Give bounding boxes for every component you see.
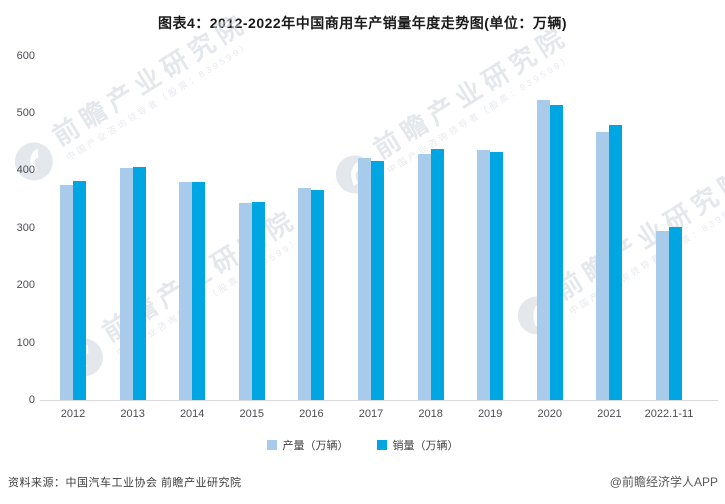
x-axis-tick-label: 2022.1-11: [644, 408, 694, 420]
bar-销量（万辆）-2012: [73, 181, 86, 400]
bar-产量（万辆）-2013: [119, 168, 133, 400]
legend-item: 产量（万辆）: [266, 437, 349, 453]
y-axis-tick-label: 500: [16, 106, 35, 119]
y-axis-tick-label: 300: [16, 221, 35, 234]
bar-销量（万辆）-2015: [251, 201, 265, 400]
legend-swatch: [266, 440, 277, 450]
bar-销量（万辆）-2018: [430, 149, 444, 400]
y-axis-tick-label: 600: [16, 49, 35, 62]
bar-销量（万辆）-2021: [609, 124, 623, 400]
x-axis-tick-label: 2014: [179, 408, 205, 420]
x-axis-tick-label: 2018: [418, 408, 443, 420]
x-axis-tick-label: 2012: [60, 408, 86, 420]
bar-产量（万辆）-2016: [298, 187, 312, 400]
credit: @前瞻经济学人APP: [609, 475, 718, 489]
y-axis-tick-label: 100: [16, 336, 35, 349]
x-axis-tick-label: 2019: [477, 408, 503, 420]
bar-产量（万辆）-2018: [417, 154, 431, 400]
bar-销量（万辆）-2014: [192, 182, 206, 400]
bar-销量（万辆）-2016: [311, 190, 325, 400]
x-axis-tick-label: 2015: [239, 408, 265, 420]
legend-swatch: [376, 440, 387, 450]
legend-label: 产量（万辆）: [282, 440, 349, 452]
bar-销量（万辆）-2019: [490, 151, 504, 400]
legend-item: 销量（万辆）: [376, 437, 459, 453]
y-axis-tick-label: 0: [28, 394, 35, 406]
bar-销量（万辆）-2022.1-11: [669, 226, 682, 400]
bar-产量（万辆）-2019: [477, 149, 491, 400]
bar-产量（万辆）-2012: [60, 184, 73, 400]
x-axis-tick-label: 2013: [120, 408, 145, 420]
chart-title: 图表4：2012-2022年中国商用车产销量年度走势图(单位：万辆): [157, 15, 568, 31]
bar-产量（万辆）-2017: [358, 158, 371, 400]
bar-产量（万辆）-2015: [238, 203, 252, 400]
bar-产量（万辆）-2014: [179, 181, 193, 400]
x-axis-tick-label: 2021: [597, 408, 622, 420]
legend-label: 销量（万辆）: [392, 440, 459, 452]
y-axis-tick-label: 400: [16, 164, 35, 177]
bar-产量（万辆）-2020: [536, 99, 550, 400]
bar-销量（万辆）-2020: [549, 105, 563, 400]
bar-产量（万辆）-2021: [596, 131, 610, 400]
bar-销量（万辆）-2013: [132, 167, 146, 400]
bar-销量（万辆）-2017: [371, 161, 384, 400]
x-axis-tick-label: 2016: [299, 408, 324, 420]
x-axis-tick-label: 2017: [358, 408, 384, 420]
source-note: 资料来源：中国汽车工业协会 前瞻产业研究院: [8, 477, 242, 489]
legend: 产量（万辆） 销量（万辆）: [0, 437, 725, 453]
bar-产量（万辆）-2022.1-11: [656, 230, 669, 400]
y-axis-tick-label: 200: [16, 279, 35, 292]
x-axis-tick-label: 2020: [537, 408, 563, 420]
x-axis-line: [40, 400, 718, 401]
